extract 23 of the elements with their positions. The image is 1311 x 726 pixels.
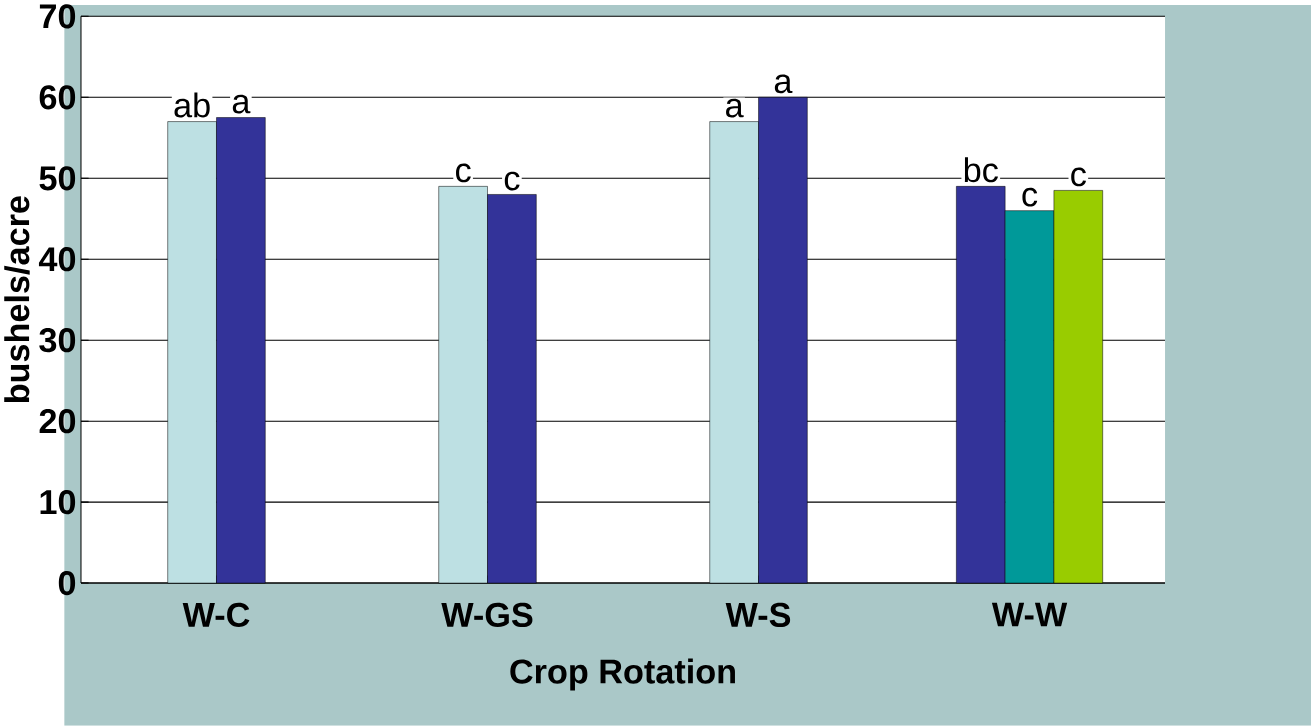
y-tick-label: 30: [39, 328, 76, 353]
data-label: a: [726, 98, 744, 118]
data-label: bc: [964, 157, 998, 183]
data-label: ab: [174, 92, 210, 118]
y-axis-title: bushels/acre: [4, 196, 30, 403]
y-tick-label: 20: [39, 409, 76, 434]
data-label: c: [1071, 167, 1086, 187]
y-tick-label: 60: [39, 85, 76, 110]
y-tick-label: 10: [40, 490, 76, 515]
data-label: a: [774, 74, 793, 94]
y-tick-label: 70: [39, 4, 76, 29]
data-label: c: [1022, 187, 1038, 207]
x-tick-label: W-W: [991, 602, 1068, 627]
y-tick-label: 0: [58, 571, 76, 596]
y-tick-label: 40: [38, 247, 76, 272]
x-tick-label: W-C: [182, 602, 250, 628]
data-label: c: [456, 163, 471, 183]
data-label: c: [504, 171, 520, 191]
x-tick-label: W-GS: [441, 602, 533, 628]
y-tick-label: 50: [39, 166, 76, 191]
x-tick-label: W-S: [725, 602, 791, 628]
data-label: a: [232, 94, 251, 114]
x-axis-title: Crop Rotation: [510, 658, 735, 691]
